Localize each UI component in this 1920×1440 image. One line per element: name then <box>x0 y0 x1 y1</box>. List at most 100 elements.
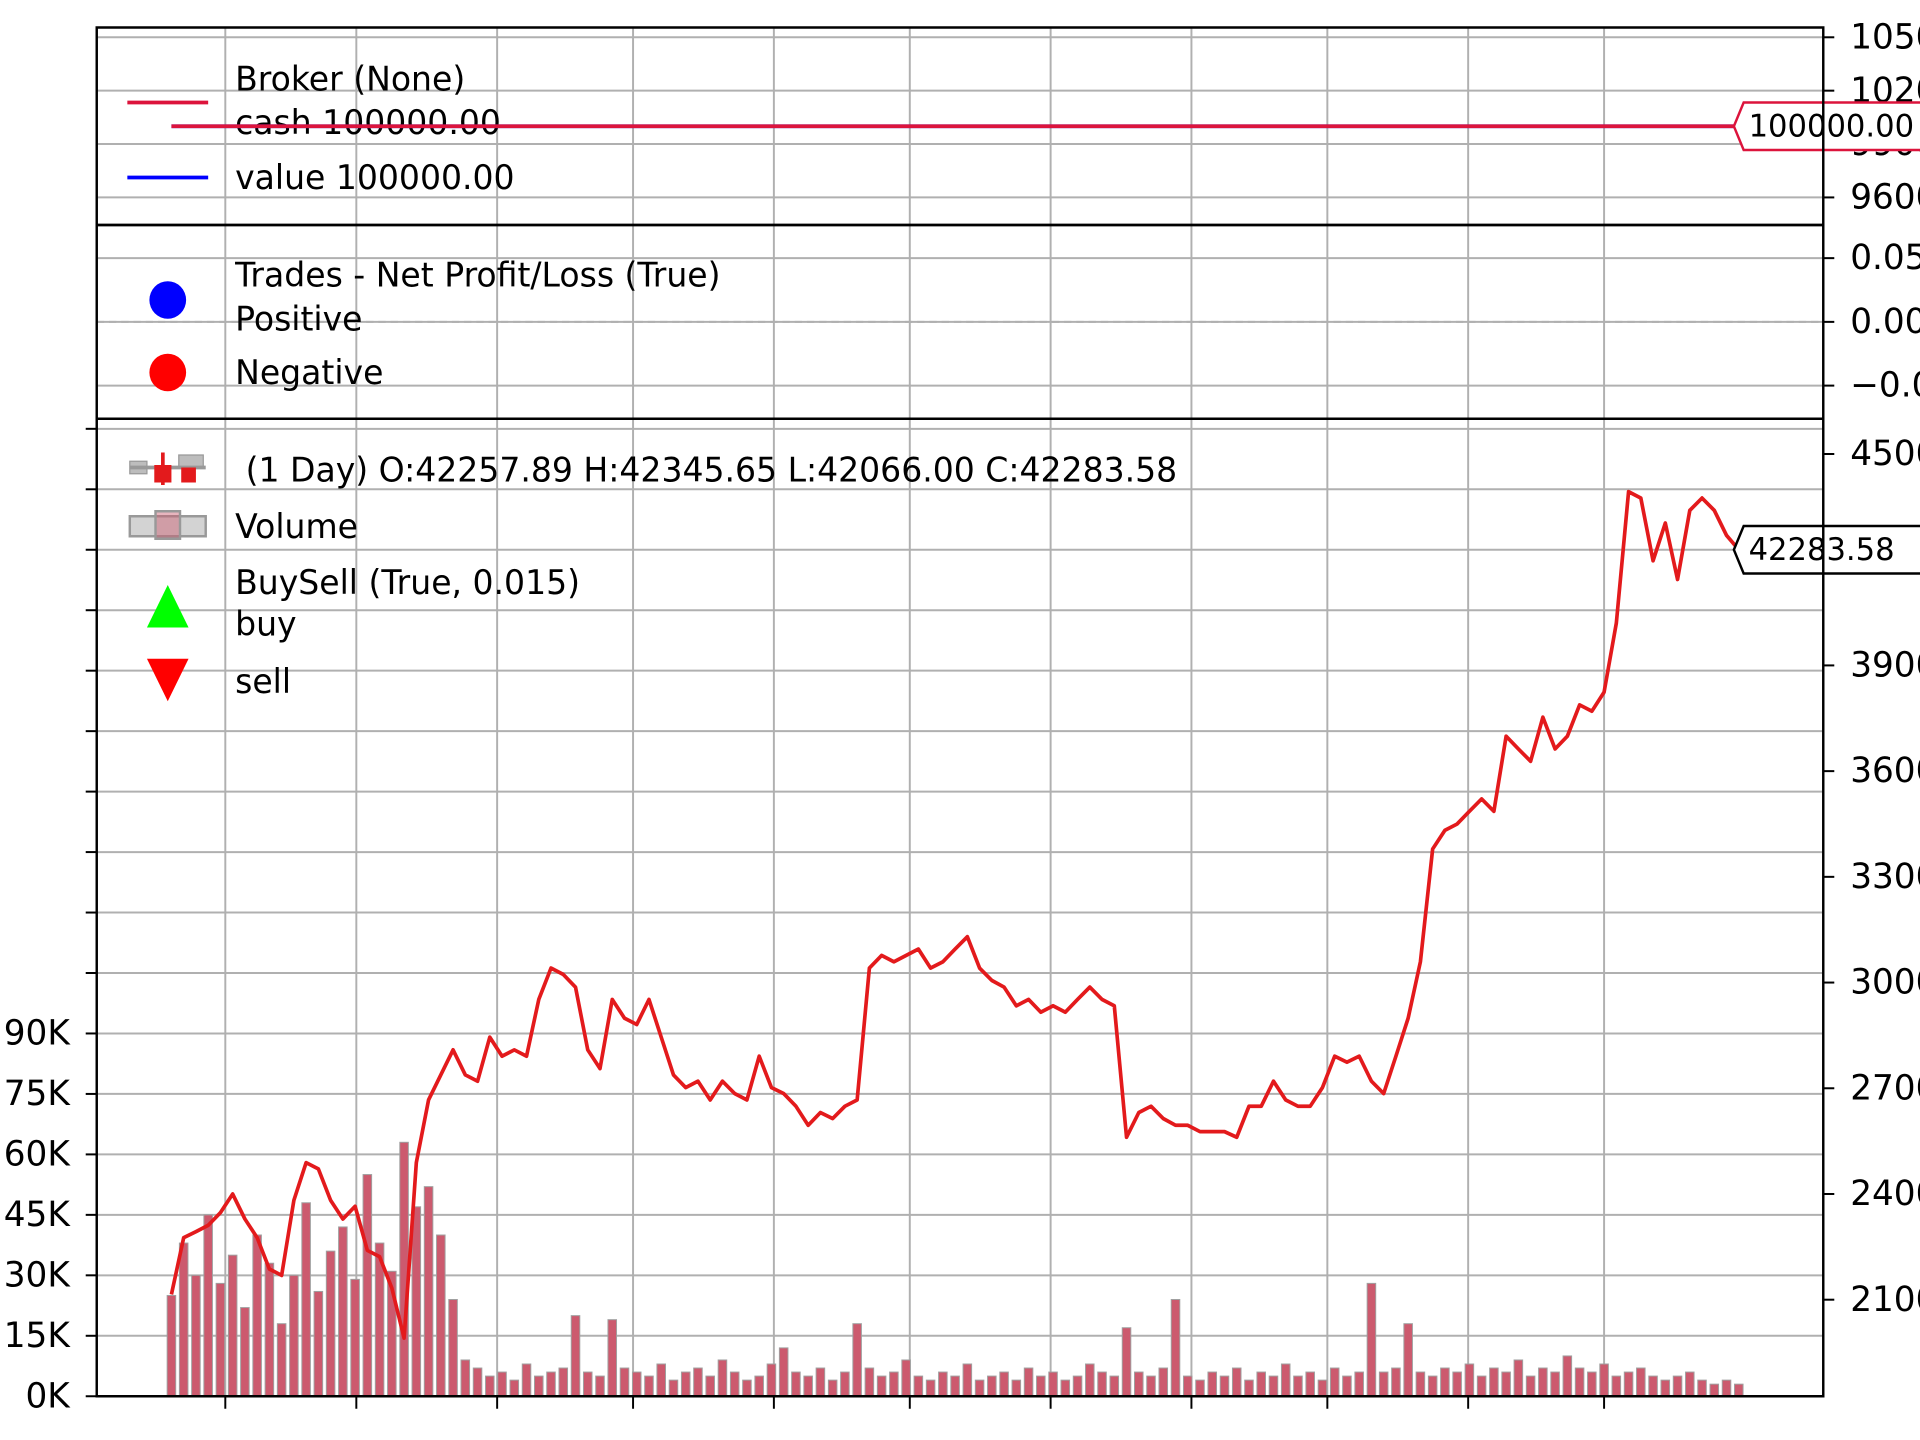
volume-bar <box>1599 1363 1609 1397</box>
volume-bar <box>1097 1371 1107 1397</box>
volume-bar <box>1305 1371 1315 1397</box>
volume-bar <box>987 1375 997 1397</box>
volume-bar <box>1158 1367 1169 1397</box>
volume-bar <box>1403 1323 1413 1397</box>
volume-bar <box>656 1363 667 1397</box>
y-tick-label: 21000 <box>1850 1279 1920 1319</box>
volume-bar <box>546 1371 556 1397</box>
legend-title: Broker (None) <box>235 59 465 98</box>
y-tick-label: 36000 <box>1850 751 1920 791</box>
y-tick-label: 45K <box>4 1195 71 1235</box>
volume-bar <box>754 1375 764 1397</box>
legend-label: cash 100000.00 <box>235 103 501 142</box>
volume-bar <box>889 1371 899 1397</box>
volume-bar <box>362 1174 373 1397</box>
volume-bar <box>938 1371 948 1397</box>
legend-icon <box>149 281 187 319</box>
lines <box>169 124 1741 1340</box>
volume-bar <box>582 1371 593 1397</box>
volume-bar <box>1636 1367 1646 1397</box>
volume-bar <box>1489 1367 1499 1397</box>
volume-bar <box>191 1274 201 1397</box>
volume-bar <box>1427 1375 1438 1397</box>
volume-bar <box>1293 1375 1303 1397</box>
volume-bar <box>240 1307 250 1397</box>
volume-bar <box>1513 1359 1524 1397</box>
volume-bar <box>1121 1327 1132 1397</box>
volume-bar <box>925 1379 936 1397</box>
volume-bar <box>644 1375 654 1397</box>
volume-bar <box>1623 1371 1634 1397</box>
volume-bar <box>1562 1355 1573 1397</box>
y-tick-label: 33000 <box>1850 857 1920 897</box>
legend-label: value 100000.00 <box>235 158 514 197</box>
volume-bar <box>1611 1375 1622 1397</box>
volume-bar <box>1134 1371 1144 1397</box>
volume-bar <box>509 1379 520 1397</box>
axes: 9600099000102000105000−0.050.000.050K15K… <box>4 17 1920 1416</box>
volume-bar <box>534 1375 544 1397</box>
legend-title: Trades - Net Profit/Loss (True) <box>234 255 720 294</box>
volume-bar <box>1550 1371 1560 1397</box>
legend-icon <box>146 658 189 702</box>
y-tick-label: 90K <box>4 1013 71 1053</box>
volume-bar <box>215 1282 226 1397</box>
volume-bar <box>203 1214 213 1397</box>
volume-bar <box>166 1294 177 1397</box>
volume-bar <box>264 1262 275 1397</box>
volume-bar <box>1354 1371 1364 1397</box>
y-tick-label: 96000 <box>1850 177 1920 217</box>
panel-frame <box>95 417 1825 1398</box>
volume-bar <box>1574 1367 1585 1397</box>
legend-icon <box>154 510 182 540</box>
volume-bar <box>950 1375 960 1397</box>
volume-bar <box>999 1371 1009 1397</box>
frames <box>95 26 1825 1398</box>
grid <box>96 27 1824 1398</box>
volume-bar <box>1170 1299 1181 1397</box>
volume-bar <box>558 1367 569 1397</box>
volume-bar <box>436 1234 446 1397</box>
volume-bar <box>1648 1375 1658 1397</box>
volume-bar <box>840 1371 850 1397</box>
volume-bar <box>680 1371 691 1397</box>
volume-bar <box>1734 1383 1744 1397</box>
y-tick-label: 0.05 <box>1850 238 1920 278</box>
last-value-label: 100000.00 <box>1749 108 1914 144</box>
y-tick-label: 105000 <box>1850 17 1920 57</box>
last-value-label: 42283.58 <box>1749 532 1895 568</box>
volume-bar <box>1317 1379 1328 1397</box>
volume-bar <box>705 1375 715 1397</box>
legend-label: Positive <box>235 299 362 338</box>
volume-bar <box>1195 1379 1205 1397</box>
volume-bar <box>485 1375 495 1397</box>
volume-bar <box>1182 1375 1193 1397</box>
legend-label: Volume <box>235 507 358 546</box>
legend: Broker (None) cash 100000.00 value 10000… <box>127 59 1177 702</box>
volume-bar <box>1231 1367 1242 1397</box>
volume-bar <box>1109 1375 1120 1397</box>
volume-bar <box>827 1379 838 1397</box>
volume-bar <box>448 1299 458 1397</box>
last-value-tag <box>1732 101 1920 152</box>
y-tick-label: 75K <box>4 1074 71 1114</box>
volume-bar <box>1219 1375 1230 1397</box>
volume-bar <box>301 1202 311 1397</box>
volume-bar <box>1280 1363 1291 1397</box>
volume-bar <box>1085 1363 1095 1397</box>
volume-bar <box>962 1363 973 1397</box>
y-tick-label: −0.05 <box>1850 365 1920 405</box>
volume-bar <box>1415 1371 1426 1397</box>
legend-icon <box>128 515 207 538</box>
volume-bar <box>1685 1371 1695 1397</box>
volume-bar <box>1587 1371 1597 1397</box>
legend-label: Negative <box>235 353 383 392</box>
y-tick-label: 24000 <box>1850 1174 1920 1214</box>
volume-bar <box>338 1226 348 1397</box>
volume-bar <box>1464 1363 1475 1397</box>
volume-bar <box>864 1367 875 1397</box>
legend-title: BuySell (True, 0.015) <box>235 563 580 602</box>
y-tick-label: 27000 <box>1850 1068 1920 1108</box>
volume-bar <box>252 1234 262 1397</box>
